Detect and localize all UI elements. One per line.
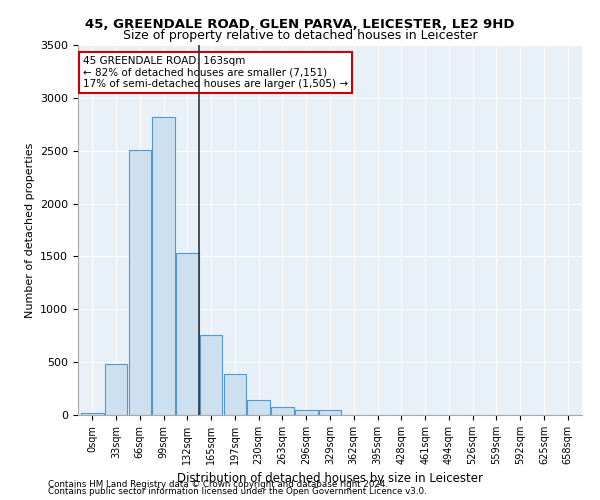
X-axis label: Distribution of detached houses by size in Leicester: Distribution of detached houses by size … [177,472,483,486]
Bar [105,364,127,415]
Bar [319,410,341,415]
Bar [247,400,270,415]
Bar [128,150,151,415]
Bar [200,334,223,415]
Bar [176,254,199,415]
Bar [152,117,175,415]
Text: Contains HM Land Registry data © Crown copyright and database right 2024.: Contains HM Land Registry data © Crown c… [48,480,388,489]
Bar [271,407,294,415]
Y-axis label: Number of detached properties: Number of detached properties [25,142,35,318]
Text: 45 GREENDALE ROAD: 163sqm
← 82% of detached houses are smaller (7,151)
17% of se: 45 GREENDALE ROAD: 163sqm ← 82% of detac… [83,56,348,90]
Text: 45, GREENDALE ROAD, GLEN PARVA, LEICESTER, LE2 9HD: 45, GREENDALE ROAD, GLEN PARVA, LEICESTE… [85,18,515,30]
Text: Contains public sector information licensed under the Open Government Licence v3: Contains public sector information licen… [48,487,427,496]
Bar [81,413,104,415]
Bar [224,374,246,415]
Text: Size of property relative to detached houses in Leicester: Size of property relative to detached ho… [122,29,478,42]
Bar [295,410,317,415]
